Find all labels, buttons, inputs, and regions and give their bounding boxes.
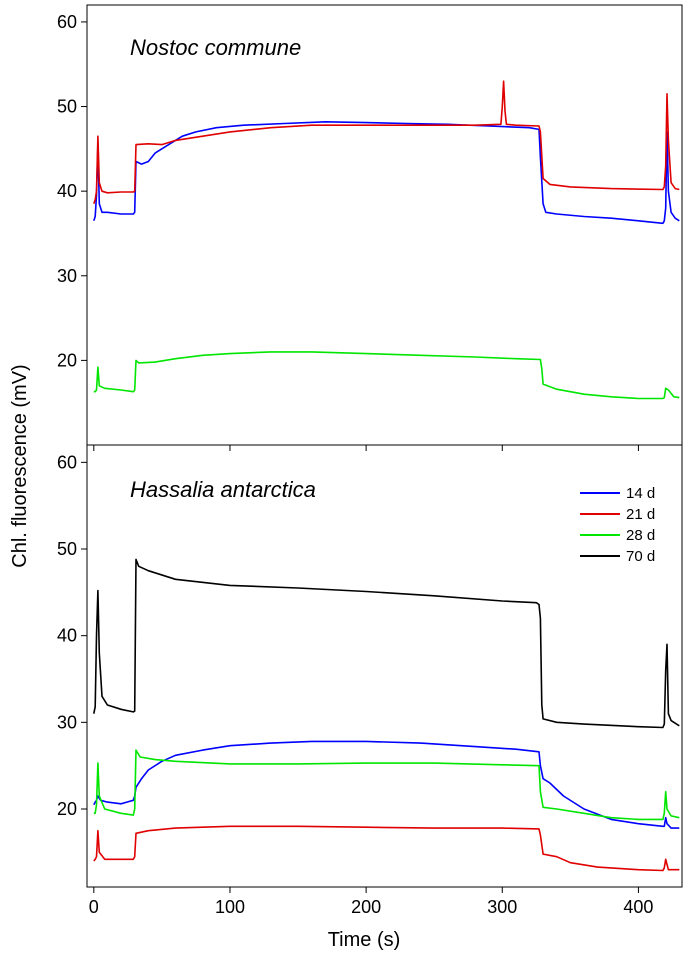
- x-tick-label: 400: [623, 897, 653, 917]
- panel-nostoc-commune: Nostoc commune 20 30 40 50 60: [57, 4, 683, 451]
- panel-hassalia-antarctica: Hassalia antarctica 20 30 40 50 60 0 100 200 300…: [57, 444, 683, 917]
- legend-label: 21 d: [626, 506, 655, 523]
- y-tick-label: 30: [57, 712, 77, 732]
- series-line-70d: [93, 558, 680, 729]
- y-tick-label: 30: [57, 266, 77, 286]
- axis-ticks: 20 30 40 50 60 0 100 200 300 400: [57, 452, 653, 917]
- legend-label: 28 d: [626, 527, 655, 544]
- y-tick-label: 40: [57, 626, 77, 646]
- series-line-21d: [93, 825, 680, 872]
- y-tick-label: 50: [57, 97, 77, 117]
- legend-label: 70 d: [626, 548, 655, 565]
- y-tick-label: 20: [57, 350, 77, 370]
- series-line-14d: [93, 121, 680, 225]
- legend: 14 d 21 d 28 d 70 d: [580, 485, 655, 565]
- x-tick-label: 200: [351, 897, 381, 917]
- y-axis-title: Chl. fluorescence (mV): [9, 364, 31, 567]
- series-group: [93, 80, 680, 400]
- x-tick-label: 100: [215, 897, 245, 917]
- y-tick-label: 40: [57, 181, 77, 201]
- x-axis-title: Time (s): [328, 929, 401, 951]
- y-tick-label: 60: [57, 452, 77, 472]
- x-tick-label: 300: [487, 897, 517, 917]
- panel-frame: [86, 444, 683, 888]
- y-tick-label: 60: [57, 12, 77, 32]
- legend-label: 14 d: [626, 485, 655, 502]
- axis-ticks: 20 30 40 50 60: [57, 12, 639, 451]
- series-line-28d: [93, 351, 680, 400]
- panel-title: Nostoc commune: [130, 35, 301, 60]
- x-tick-label: 0: [89, 897, 99, 917]
- panel-frame: [86, 4, 683, 446]
- series-line-14d: [93, 740, 680, 829]
- y-tick-label: 50: [57, 539, 77, 559]
- y-tick-label: 20: [57, 799, 77, 819]
- series-line-21d: [93, 80, 680, 205]
- panel-title: Hassalia antarctica: [130, 477, 316, 502]
- series-group: [93, 558, 680, 872]
- series-line-28d: [93, 749, 680, 821]
